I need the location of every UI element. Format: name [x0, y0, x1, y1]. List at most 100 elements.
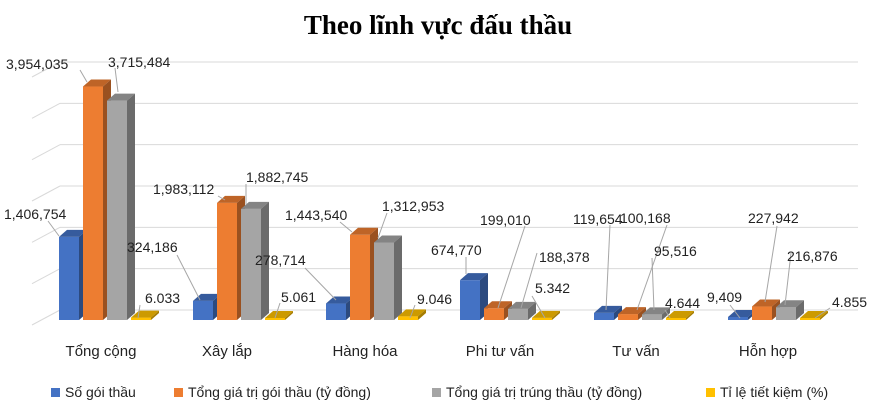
data-label: 324,186 — [127, 239, 178, 255]
bar-top — [107, 93, 135, 101]
bar-top — [460, 273, 488, 281]
data-label: 3,954,035 — [6, 56, 68, 72]
data-label: 1,443,540 — [285, 207, 347, 223]
category-label: Hàng hóa — [332, 343, 398, 360]
bar-front — [59, 236, 79, 320]
legend-item: Tổng giá trị trúng thầu (tỷ đồng) — [432, 384, 642, 400]
legend-swatch — [174, 388, 183, 397]
bar-top — [217, 195, 245, 203]
bar — [484, 301, 512, 320]
bar — [374, 235, 402, 320]
legend-item: Tỉ lệ tiết kiệm (%) — [706, 384, 828, 400]
bar-side — [151, 310, 159, 320]
leader-lines — [47, 67, 831, 319]
bar-front — [752, 306, 772, 320]
bar — [666, 311, 694, 320]
leader-line — [274, 302, 281, 319]
legend-label: Số gói thầu — [65, 384, 136, 400]
bar — [107, 93, 135, 320]
bar-side — [662, 307, 670, 320]
leader-line — [304, 267, 337, 301]
legend: Số gói thầu Tổng giá trị gói thầu (tỷ đồn… — [51, 384, 828, 400]
bar-front — [484, 308, 504, 320]
bar-front — [594, 312, 614, 320]
data-label: 674,770 — [431, 242, 482, 258]
data-label: 188,378 — [539, 249, 590, 265]
data-label: 100,168 — [620, 210, 671, 226]
gridline-slant — [31, 226, 61, 243]
bar-side — [261, 201, 269, 320]
data-label: 1,882,745 — [246, 169, 308, 185]
bar — [532, 310, 560, 320]
bar-side — [285, 310, 293, 320]
bar-side — [820, 311, 828, 320]
bar-top — [666, 311, 694, 318]
gridline-slant — [31, 102, 61, 119]
leader-line — [605, 224, 611, 311]
bar-front — [398, 316, 418, 320]
leader-line — [764, 225, 778, 303]
legend-swatch — [706, 388, 715, 397]
bar-top — [350, 227, 378, 235]
bar-front — [618, 314, 638, 320]
bar — [776, 300, 804, 320]
data-label: 95,516 — [654, 243, 697, 259]
leader-line — [137, 304, 141, 319]
legend-label: Tỉ lệ tiết kiệm (%) — [720, 384, 828, 400]
bar — [728, 310, 756, 320]
bar-top — [594, 305, 622, 313]
data-label: 9,409 — [707, 289, 742, 305]
bar — [800, 311, 828, 320]
leader-line — [784, 252, 792, 306]
bar-front — [532, 317, 552, 320]
bar — [265, 310, 293, 320]
bars — [59, 79, 828, 320]
leader-line — [377, 212, 388, 239]
bar — [217, 195, 245, 320]
bar-side — [638, 307, 646, 320]
legend-label: Tổng giá trị gói thầu (tỷ đồng) — [188, 384, 371, 400]
bar — [350, 227, 378, 320]
leader-line — [339, 221, 353, 233]
leader-line — [79, 69, 88, 83]
bar-top — [642, 307, 670, 315]
bar-front — [83, 86, 103, 320]
leader-line — [520, 252, 538, 309]
leader-line — [497, 225, 526, 309]
leader-line — [729, 304, 741, 319]
category-labels: Tổng cộng Xây lắp Hàng hóa Phi tư vấn Tư vấn… — [66, 343, 798, 360]
bar-front — [265, 317, 285, 320]
bar-top — [241, 201, 269, 209]
data-label: 5.061 — [281, 289, 316, 305]
gridline-slant — [31, 268, 61, 285]
gridline-slant — [31, 185, 61, 202]
bar — [326, 296, 354, 320]
data-label: 4.644 — [665, 295, 700, 311]
leader-line — [531, 295, 546, 319]
data-label: 216,876 — [787, 248, 838, 264]
gridline-slant — [31, 309, 61, 326]
data-label: 9.046 — [417, 291, 452, 307]
bar-top — [752, 299, 780, 307]
bar — [193, 293, 221, 320]
gridline-slant — [31, 61, 61, 78]
leader-line — [114, 67, 119, 93]
bar-side — [686, 311, 694, 320]
bar — [618, 307, 646, 320]
data-label: 119,654 — [573, 211, 623, 227]
bar — [594, 305, 622, 320]
bar-front — [508, 308, 528, 320]
bar-top — [374, 235, 402, 243]
bar — [83, 79, 111, 320]
bar-top — [800, 311, 828, 318]
leader-line — [176, 254, 201, 301]
bar-front — [131, 317, 151, 320]
legend-item: Tổng giá trị gói thầu (tỷ đồng) — [174, 384, 371, 400]
bar — [398, 309, 426, 320]
data-label: 3,715,484 — [108, 54, 170, 70]
category-label: Tư vấn — [612, 343, 660, 360]
bar-front — [460, 280, 480, 320]
data-label: 1,983,112 — [153, 181, 214, 197]
bar-front — [350, 234, 370, 320]
